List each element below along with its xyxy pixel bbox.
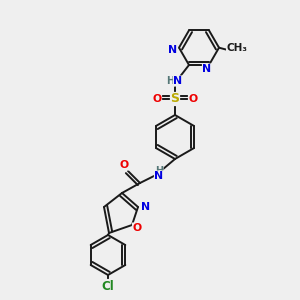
Text: H: H xyxy=(155,166,163,176)
Text: N: N xyxy=(154,171,164,181)
Text: S: S xyxy=(170,92,179,106)
Text: O: O xyxy=(152,94,162,104)
Text: O: O xyxy=(119,160,129,170)
Text: CH₃: CH₃ xyxy=(226,43,248,53)
Text: N: N xyxy=(168,45,178,55)
Text: Cl: Cl xyxy=(102,280,114,292)
Text: N: N xyxy=(202,64,211,74)
Text: N: N xyxy=(141,202,151,212)
Text: H: H xyxy=(166,76,174,86)
Text: N: N xyxy=(173,76,183,86)
Text: O: O xyxy=(188,94,198,104)
Text: O: O xyxy=(132,223,142,233)
